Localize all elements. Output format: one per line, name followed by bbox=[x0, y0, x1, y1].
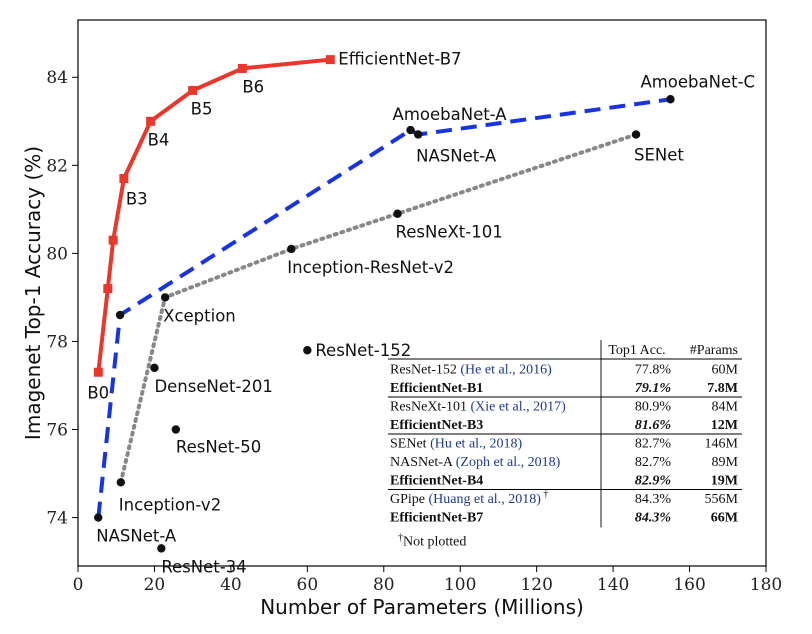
y-tick-label: 80 bbox=[46, 244, 68, 264]
efficientnet-label: EfficientNet-B7 bbox=[338, 50, 461, 69]
x-axis-title: Number of Parameters (Millions) bbox=[260, 595, 584, 619]
table-row-acc: 82.9% bbox=[635, 474, 671, 489]
nas-point bbox=[94, 513, 103, 522]
y-tick-label: 74 bbox=[46, 509, 68, 529]
table-row-name: SENet (Hu et al., 2018) bbox=[390, 437, 523, 452]
other-label: ResNet-152 bbox=[315, 341, 411, 360]
other-point bbox=[303, 346, 312, 355]
other-label: ResNet-50 bbox=[176, 438, 261, 457]
nas-point bbox=[406, 125, 415, 135]
other-label: DenseNet-201 bbox=[154, 377, 272, 396]
x-tick-label: 100 bbox=[444, 575, 476, 595]
handcrafted-point bbox=[160, 293, 170, 302]
plot-frame bbox=[77, 19, 767, 567]
efficientnet-series-line bbox=[96, 57, 331, 373]
efficientnet-label: B5 bbox=[191, 99, 213, 118]
table-row-acc: 77.8% bbox=[635, 363, 672, 378]
x-tick-label: 20 bbox=[144, 575, 166, 595]
x-tick-label: 180 bbox=[750, 575, 782, 595]
efficientnet-point bbox=[146, 116, 156, 126]
table-row-params: 12M bbox=[711, 418, 738, 433]
table-row-params: 60M bbox=[712, 363, 739, 378]
table-row-acc: 80.9% bbox=[635, 400, 672, 415]
other-point bbox=[171, 425, 181, 434]
axes: 0 20 40 60 80 100 120 140 160 180 74 76 78 80 82 84 Numb… bbox=[21, 19, 782, 619]
handcrafted-label: Inception-ResNet-v2 bbox=[287, 258, 454, 277]
table-row-name: EfficientNet-B7 bbox=[390, 511, 483, 526]
table-row-params: 556M bbox=[705, 492, 739, 507]
other-label: ResNet-34 bbox=[161, 557, 246, 576]
nas-label: NASNet-A bbox=[96, 527, 177, 546]
handcrafted-label: SENet bbox=[634, 145, 684, 164]
table-row-acc: 82.7% bbox=[635, 455, 672, 470]
table-row-acc: 84.3% bbox=[635, 492, 672, 507]
x-tick-label: 160 bbox=[673, 575, 705, 595]
table-row-acc: 79.1% bbox=[635, 381, 671, 396]
handcrafted-point bbox=[631, 130, 641, 139]
other-point bbox=[150, 363, 159, 373]
table-row-acc: 84.3% bbox=[635, 511, 671, 526]
data-points bbox=[93, 55, 675, 553]
nas-series-line bbox=[96, 97, 671, 518]
efficientnet-label: B3 bbox=[126, 190, 148, 209]
table-row-params: 84M bbox=[712, 400, 739, 415]
efficientnet-label: B4 bbox=[148, 130, 170, 149]
y-tick-label: 76 bbox=[46, 421, 68, 441]
nas-point bbox=[666, 95, 675, 104]
table-row-params: 19M bbox=[711, 474, 738, 489]
y-axis-title: Imagenet Top-1 Accuracy (%) bbox=[21, 146, 45, 440]
table-row-params: 66M bbox=[711, 511, 738, 526]
efficientnet-label: B0 bbox=[87, 383, 109, 402]
table-row-acc: 82.7% bbox=[635, 437, 672, 452]
y-tick-label: 78 bbox=[46, 332, 68, 352]
handcrafted-point bbox=[287, 244, 296, 254]
nas-label: AmoebaNet-C bbox=[640, 72, 755, 91]
x-tick-label: 80 bbox=[373, 575, 395, 595]
efficientnet-point bbox=[325, 55, 335, 65]
efficientnet-point bbox=[237, 63, 247, 73]
table-row-params: 146M bbox=[705, 437, 739, 452]
efficientnet-point bbox=[188, 85, 198, 95]
table-row-params: 7.8M bbox=[707, 381, 738, 396]
table-row-acc: 81.6% bbox=[635, 418, 671, 433]
table-row-name: ResNet-152 (He et al., 2016) bbox=[390, 363, 552, 378]
table-row-name: EfficientNet-B4 bbox=[390, 474, 483, 489]
handcrafted-label: ResNeXt-101 bbox=[396, 223, 503, 242]
handcrafted-point bbox=[116, 478, 126, 487]
x-tick-label: 40 bbox=[220, 575, 242, 595]
table-row-name: NASNet-A (Zoph et al., 2018) bbox=[390, 455, 561, 470]
efficientnet-point bbox=[103, 284, 113, 294]
nas-point bbox=[115, 310, 125, 320]
comparison-table: Top1 Acc. #Params ResNet-152 (He et al., 2… bbox=[388, 340, 742, 550]
table-footnote: †Not plotted bbox=[398, 533, 466, 550]
point-labels: B0 B3 B4 B5 B6 EfficientNet-B7 NASNet-A AmoebaN… bbox=[87, 50, 755, 577]
table-header-params: #Params bbox=[690, 343, 738, 358]
nas-label: NASNet-A bbox=[416, 146, 497, 165]
table-row-name: GPipe (Huang et al., 2018) † bbox=[390, 489, 548, 507]
nas-point bbox=[413, 130, 423, 139]
table-header-acc: Top1 Acc. bbox=[608, 343, 665, 358]
y-tick-label: 84 bbox=[46, 68, 68, 88]
x-tick-label: 120 bbox=[520, 575, 552, 595]
efficientnet-point bbox=[108, 235, 118, 245]
table-row-name: EfficientNet-B3 bbox=[390, 418, 483, 433]
y-tick-label: 82 bbox=[46, 156, 68, 176]
nas-label: AmoebaNet-A bbox=[393, 105, 508, 124]
efficientnet-point bbox=[119, 174, 129, 184]
x-tick-label: 0 bbox=[73, 575, 84, 595]
efficientnet-point bbox=[93, 367, 103, 377]
handcrafted-point bbox=[393, 209, 402, 218]
table-row-params: 89M bbox=[712, 455, 739, 470]
handcrafted-label: Inception-v2 bbox=[119, 495, 221, 514]
efficientnet-label: B6 bbox=[242, 77, 264, 96]
table-row-name: ResNeXt-101 (Xie et al., 2017) bbox=[390, 400, 566, 415]
x-tick-label: 140 bbox=[597, 575, 629, 595]
table-row-name: EfficientNet-B1 bbox=[390, 381, 483, 396]
other-point bbox=[157, 544, 166, 553]
handcrafted-label: Xception bbox=[163, 306, 236, 325]
x-tick-label: 60 bbox=[297, 575, 319, 595]
